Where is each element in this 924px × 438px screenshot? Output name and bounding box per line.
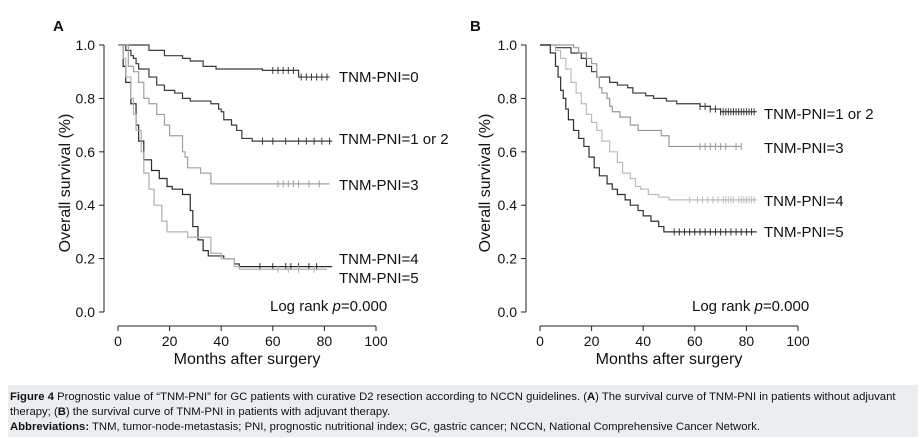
- panel-a-x-tick-label: 20: [162, 333, 178, 349]
- panel-a: A Overall survival (%) Months after surg…: [53, 18, 449, 368]
- panel-a-x-tick-label: 40: [213, 333, 229, 349]
- panel-b-logrank: Log rank p=0.000: [692, 298, 809, 315]
- panel-a-label-pni0: TNM-PNI=0: [339, 69, 419, 86]
- panel-a-x-tick-label: 0: [114, 333, 122, 349]
- panel-b-y-tick-label: 0.8: [498, 90, 518, 106]
- panel-b-curve-tnm-pni-1-or-2: [540, 44, 757, 113]
- panel-a-curve-tnm-pni-1-or-2: [118, 44, 333, 142]
- caption-abbreviations: Abbreviations: TNM, tumor-node-metastasi…: [10, 421, 761, 433]
- panel-b-x-tick-label: 60: [687, 333, 703, 349]
- panel-b-label-pni12: TNM-PNI=1 or 2: [764, 106, 874, 123]
- panel-b-x-tick-label: 20: [584, 333, 600, 349]
- panel-b-y-tick-label: 0.0: [498, 304, 518, 320]
- panel-b-ylabel: Overall survival (%): [477, 114, 494, 253]
- panel-b-curves: [540, 44, 757, 236]
- figure-caption: Figure 4 Prognostic value of “TNM-PNI” f…: [8, 385, 918, 437]
- panel-b-curve-tnm-pni-5: [540, 44, 757, 233]
- panel-b-label-pni4: TNM-PNI=4: [764, 193, 844, 210]
- panel-a-axes: 0.0 0.2 0.4 0.6 0.8 1.0 0 20 40 60 80 100: [76, 37, 388, 349]
- panel-a-x-tick-label: 60: [265, 333, 281, 349]
- panel-b-curve-tnm-pni-3: [540, 44, 742, 148]
- caption-figure-label: Figure 4: [10, 391, 54, 403]
- panel-a-y-tick-label: 0.0: [76, 304, 96, 320]
- panel-a-y-tick-label: 1.0: [76, 37, 96, 53]
- panel-a-y-tick-label: 0.6: [76, 144, 96, 160]
- panel-a-letter: A: [53, 18, 64, 35]
- panel-b-label-pni5: TNM-PNI=5: [764, 224, 844, 241]
- panel-a-x-tick-label: 80: [317, 333, 333, 349]
- panel-a-label-pni3: TNM-PNI=3: [339, 177, 419, 194]
- caption-main: Figure 4 Prognostic value of “TNM-PNI” f…: [10, 391, 896, 418]
- panel-a-y-tick-label: 0.8: [76, 90, 96, 106]
- panel-a-curve-tnm-pni-5: [118, 44, 327, 270]
- panel-a-label-pni5: TNM-PNI=5: [339, 270, 419, 287]
- panel-a-curve-tnm-pni-3: [118, 44, 330, 185]
- panel-b-y-tick-label: 0.2: [498, 251, 518, 267]
- panel-b-y-tick-label: 0.4: [498, 197, 518, 213]
- panel-b-axes: 0.0 0.2 0.4 0.6 0.8 1.0 0 20 40 60 80 100: [498, 37, 810, 349]
- panel-b-x-tick-label: 100: [786, 333, 810, 349]
- panel-b-label-pni3: TNM-PNI=3: [764, 140, 844, 157]
- panel-b-x-tick-label: 0: [536, 333, 544, 349]
- panel-b-letter: B: [470, 18, 481, 35]
- panel-a-curve-tnm-pni-4: [118, 44, 333, 268]
- panel-a-ylabel: Overall survival (%): [57, 114, 74, 253]
- panel-a-logrank: Log rank p=0.000: [270, 298, 387, 315]
- panel-b-x-tick-label: 80: [739, 333, 755, 349]
- panel-b-xlabel: Months after surgery: [596, 351, 743, 368]
- panel-a-y-tick-label: 0.2: [76, 251, 96, 267]
- panel-b-curve-tnm-pni-4: [540, 44, 757, 201]
- panel-a-curve-tnm-pni-0: [118, 44, 330, 78]
- panel-b-x-tick-label: 40: [635, 333, 651, 349]
- panel-a-y-tick-label: 0.4: [76, 197, 96, 213]
- panel-a-xlabel: Months after surgery: [174, 351, 321, 368]
- panel-a-label-pni4: TNM-PNI=4: [339, 251, 419, 268]
- panel-b: B Overall survival (%) Months after surg…: [470, 18, 874, 368]
- panel-b-curve-labels: TNM-PNI=1 or 2 TNM-PNI=3 TNM-PNI=4 TNM-P…: [764, 106, 874, 241]
- survival-figure: A Overall survival (%) Months after surg…: [53, 18, 874, 368]
- panel-a-x-tick-label: 100: [364, 333, 388, 349]
- panel-a-label-pni12: TNM-PNI=1 or 2: [339, 131, 449, 148]
- panel-a-curves: [118, 44, 333, 273]
- panel-b-y-tick-label: 1.0: [498, 37, 518, 53]
- panel-a-curve-labels: TNM-PNI=0 TNM-PNI=1 or 2 TNM-PNI=3 TNM-P…: [339, 69, 449, 287]
- panel-b-y-tick-label: 0.6: [498, 144, 518, 160]
